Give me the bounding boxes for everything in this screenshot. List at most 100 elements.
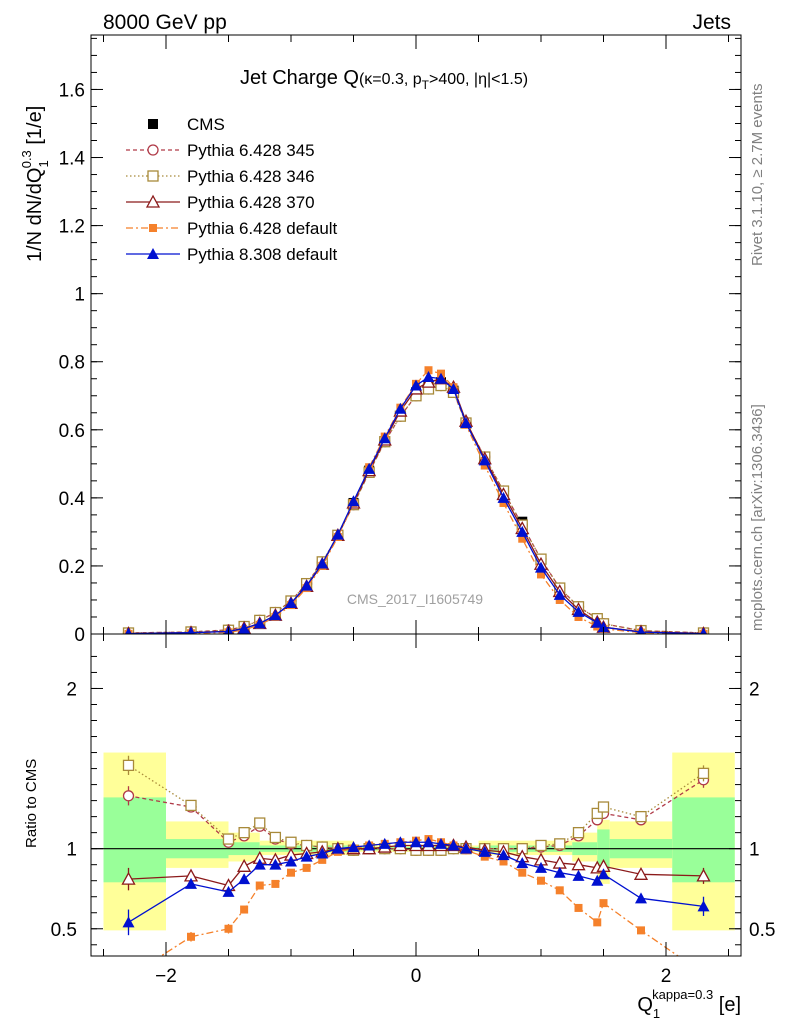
- x-label-subscript: 1: [653, 1006, 660, 1021]
- x-tick-label: 2: [661, 966, 672, 987]
- ratio-point-pythia-8-308-default: [497, 849, 510, 861]
- main-point-pythia-8-308-default: [285, 597, 297, 609]
- ratio-point-pythia-8-308-default: [394, 836, 407, 848]
- ratio-point-pythia-6-428-default: [599, 899, 608, 908]
- mcplots-label: mcplots.cern.ch [arXiv:1306.3436]: [749, 404, 766, 631]
- ratio-point-pythia-8-308-default: [363, 839, 376, 851]
- ratio-point-pythia-6-428-default: [287, 868, 295, 877]
- legend-label-pythia-6-428-346: Pythia 6.428 346: [187, 167, 315, 186]
- main-point-pythia-8-308-default: [269, 609, 282, 621]
- main-point-pythia-8-308-default: [347, 495, 360, 507]
- ratio-point-pythia-6-428-370: [237, 858, 252, 872]
- main-point-pythia-8-308-default: [497, 491, 510, 503]
- ratio-point-pythia-6-428-default: [537, 876, 545, 885]
- ratio-point-pythia-6-428-346: [535, 839, 547, 852]
- legend-marker-pythia-8-308-default: [147, 248, 159, 259]
- ratio-point-pythia-6-428-default: [240, 905, 249, 914]
- ratio-y-axis-label: Ratio to CMS: [23, 759, 40, 848]
- main-point-pythia-8-308-default: [700, 627, 707, 634]
- main-y-tick-label: 0.4: [59, 489, 86, 510]
- ratio-point-pythia-8-308-default: [697, 900, 710, 912]
- ratio-point-pythia-8-308-default: [222, 885, 235, 897]
- stat-uncertainty-band: [597, 829, 610, 872]
- x-label-superscript: kappa=0.3: [652, 987, 713, 1002]
- main-y-tick-label: 0: [74, 625, 85, 646]
- ratio-point-pythia-6-428-default: [187, 932, 195, 941]
- ratio-point-pythia-8-308-default: [285, 855, 297, 867]
- ratio-y-tick-label-right: 0.5: [749, 920, 775, 941]
- legend-label-cms: CMS: [187, 115, 225, 134]
- main-axes: 0 0.2 0.4 0.6 0.8 1 1.2 1.4 1.6: [59, 35, 741, 646]
- main-point-pythia-8-308-default: [125, 627, 132, 634]
- ratio-point-pythia-6-428-default: [318, 855, 327, 864]
- legend-label-pythia-6-428-345: Pythia 6.428 345: [187, 141, 315, 160]
- ratio-point-pythia-8-308-default: [635, 892, 647, 904]
- main-y-label-subscript: 1: [36, 160, 51, 167]
- main-point-pythia-8-308-default: [553, 588, 566, 600]
- ratio-point-pythia-6-428-346: [122, 759, 135, 772]
- ratio-point-pythia-8-308-default: [410, 836, 422, 848]
- ratio-point-pythia-6-428-default: [302, 863, 311, 872]
- legend-label-pythia-6-428-370: Pythia 6.428 370: [187, 193, 315, 212]
- ratio-point-pythia-6-428-default: [224, 924, 233, 933]
- main-point-pythia-8-308-default: [187, 626, 195, 634]
- ratio-point-pythia-6-428-346: [222, 833, 235, 845]
- ratio-point-pythia-6-428-default: [255, 881, 264, 890]
- ratio-point-pythia-6-428-default: [555, 886, 564, 895]
- main-point-pythia-8-308-default: [460, 416, 472, 428]
- ratio-point-pythia-6-428-346: [554, 838, 566, 850]
- ratio-point-pythia-6-428-346: [635, 810, 647, 823]
- x-axis-label: Q1 kappa=0.3 [e]: [637, 987, 741, 1021]
- ratio-point-pythia-6-428-default: [271, 879, 280, 888]
- main-point-pythia-8-308-default: [253, 617, 266, 629]
- ratio-point-pythia-8-308-default: [460, 842, 472, 854]
- main-point-pythia-8-308-default: [410, 379, 422, 391]
- main-point-pythia-6-428-default: [518, 534, 527, 543]
- ratio-point-pythia-8-308-default: [253, 858, 266, 870]
- main-y-label-unit: [1/e]: [24, 106, 46, 150]
- main-point-pythia-8-308-default: [535, 561, 547, 573]
- ratio-point-pythia-6-428-default: [125, 973, 133, 981]
- ratio-point-pythia-8-308-default: [347, 841, 360, 853]
- main-y-label-superscript: 0.3: [19, 150, 34, 168]
- main-point-pythia-8-308-default: [363, 462, 376, 474]
- chart-title-subscript: T: [422, 78, 430, 92]
- main-point-pythia-6-428-default: [555, 595, 564, 604]
- main-point-pythia-8-308-default: [300, 579, 313, 591]
- ratio-point-pythia-6-428-default: [574, 903, 583, 912]
- ratio-point-pythia-8-308-default: [447, 839, 460, 851]
- ratio-point-pythia-8-308-default: [378, 837, 391, 849]
- main-point-pythia-8-308-default: [478, 454, 491, 466]
- main-y-tick-label: 0.8: [59, 353, 85, 374]
- main-point-pythia-8-308-default: [316, 557, 329, 569]
- main-point-pythia-6-428-default: [480, 461, 489, 470]
- main-point-pythia-8-308-default: [331, 528, 344, 540]
- ratio-point-pythia-6-428-346: [597, 801, 610, 813]
- ratio-point-pythia-6-428-346: [269, 831, 282, 844]
- legend-marker-pythia-6-428-345: [147, 144, 159, 156]
- ratio-y-tick-label: 2: [66, 679, 77, 700]
- legend: CMS Pythia 6.428 345 Pythia 6.428 346 Pythi…: [126, 115, 338, 264]
- ratio-point-pythia-8-308-default: [269, 858, 282, 870]
- ratio-point-pythia-6-428-346: [285, 836, 297, 848]
- chart-title-sub: (κ=0.3, p: [359, 71, 422, 88]
- ratio-point-pythia-8-308-default: [331, 842, 344, 854]
- main-panel: 0 0.2 0.4 0.6 0.8 1 1.2 1.4 1.6 CMS_2017_I160574…: [19, 34, 742, 646]
- main-point-pythia-8-308-default: [447, 382, 460, 394]
- ratio-point-pythia-8-308-default: [435, 837, 447, 849]
- main-point-pythia-8-308-default: [636, 626, 646, 634]
- header-energy-label: 8000 GeV pp: [103, 11, 227, 34]
- ratio-point-pythia-8-308-default: [478, 845, 491, 857]
- main-point-pythia-8-308-default: [591, 616, 604, 628]
- legend-label-pythia-6-428-default: Pythia 6.428 default: [187, 219, 338, 238]
- main-y-tick-label: 0.2: [59, 557, 85, 578]
- ratio-point-pythia-6-428-346: [572, 826, 585, 839]
- ratio-point-pythia-8-308-default: [316, 847, 329, 859]
- ratio-axes: 0.5 0.5 1 1 2 2 −2 0 2: [51, 634, 775, 987]
- chart-title-rest: >400, |η|<1.5): [429, 71, 528, 88]
- main-point-pythia-8-308-default: [238, 622, 251, 634]
- ratio-point-pythia-6-428-default: [637, 926, 645, 935]
- main-curves: [122, 366, 710, 634]
- main-y-label-text: 1/N dN/dQ: [24, 168, 46, 262]
- ratio-point-pythia-8-308-default: [422, 836, 435, 848]
